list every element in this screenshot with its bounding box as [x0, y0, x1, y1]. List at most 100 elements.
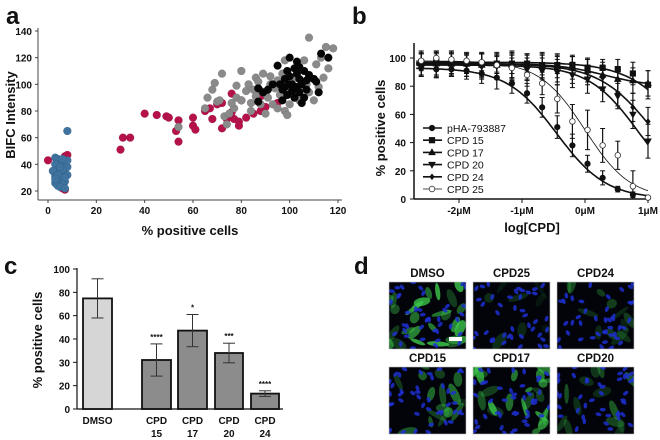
- nucleus: [461, 304, 466, 308]
- x-tick-label: 100: [281, 206, 298, 217]
- nucleus: [622, 367, 628, 372]
- nucleus: [620, 412, 626, 418]
- nucleus: [414, 390, 421, 394]
- scatter-point-blue: [60, 173, 70, 182]
- data-point-CPD 25: [478, 59, 485, 66]
- x-tick-label: -1μM: [510, 206, 533, 217]
- nucleus: [540, 282, 545, 289]
- scale-bar: [449, 337, 462, 341]
- nucleus: [399, 284, 405, 290]
- scatter-point-gray: [246, 106, 256, 116]
- data-point-CPD 17: [629, 76, 637, 84]
- nucleus: [608, 333, 615, 337]
- scatter-point-black: [285, 72, 294, 81]
- nucleus: [475, 297, 482, 302]
- data-point-CPD 25: [448, 56, 455, 63]
- nucleus: [543, 344, 550, 348]
- scatter-point-gray: [299, 56, 309, 65]
- nucleus: [473, 346, 477, 349]
- nucleus: [518, 294, 523, 301]
- data-point-CPD 25: [614, 152, 621, 159]
- nucleus: [613, 331, 617, 338]
- nucleus: [419, 312, 426, 317]
- scatter-point-blue: [58, 154, 67, 164]
- nucleus: [535, 375, 542, 380]
- nucleus: [509, 430, 515, 434]
- cell-cytoplasm: [536, 367, 550, 376]
- cell-cytoplasm: [439, 383, 447, 408]
- nucleus: [577, 337, 584, 342]
- nucleus: [511, 428, 518, 433]
- x-tick-label: 1μM: [638, 206, 658, 217]
- category-label: CPD: [182, 416, 203, 427]
- y-tick-label: 140: [15, 27, 32, 38]
- scatter-point-gray: [203, 93, 212, 102]
- nucleus: [479, 284, 486, 289]
- scatter-point-red: [164, 113, 174, 122]
- scatter-point-gray: [237, 96, 246, 105]
- nucleus: [583, 402, 588, 409]
- y-tick-label: 100: [53, 265, 70, 276]
- nucleus: [607, 325, 614, 330]
- nucleus: [571, 367, 578, 370]
- nucleus: [494, 410, 501, 415]
- data-point-CPD 25: [538, 80, 546, 87]
- nucleus: [418, 285, 424, 291]
- nucleus: [603, 421, 609, 426]
- scatter-point-gray: [328, 44, 338, 53]
- nucleus: [629, 300, 634, 306]
- nucleus: [436, 367, 443, 371]
- nucleus: [474, 424, 481, 430]
- nucleus: [459, 312, 465, 317]
- data-point-CPD 24: [630, 104, 636, 111]
- cell-cytoplasm: [517, 322, 527, 338]
- nucleus: [531, 401, 538, 406]
- cell-cytoplasm: [390, 304, 400, 315]
- y-tick-label: 80: [21, 107, 33, 118]
- data-point-pHA-793887: [539, 104, 546, 111]
- micrograph-CPD24: [557, 282, 634, 349]
- nucleus: [413, 306, 418, 313]
- category-label: CPD: [146, 416, 167, 427]
- cell-cytoplasm: [563, 419, 573, 434]
- y-tick-label: 0: [64, 405, 70, 416]
- cell-cytoplasm: [537, 418, 549, 430]
- nucleus: [486, 282, 491, 287]
- nucleus: [544, 315, 549, 322]
- scatter-panel-a: 20 40 60 80 100 120 140 0 20 40 60 80 100 120: [15, 27, 346, 217]
- nucleus: [595, 412, 602, 417]
- legend-marker: [428, 161, 436, 169]
- panel-a-xlabel: % positive cells: [142, 223, 239, 238]
- data-point-CPD 24: [584, 68, 591, 76]
- scatter-point-gray: [225, 109, 234, 118]
- fit-curve-CPD 25: [416, 60, 649, 192]
- nucleus: [563, 320, 569, 326]
- bar-panel-c: 0 20 30 40 60 80 100 DMSO **** CPD 15 * CPD 17 *** CPD 2…: [53, 265, 283, 440]
- nucleus: [501, 398, 508, 402]
- data-point-CPD 17: [644, 79, 652, 87]
- nucleus: [416, 308, 423, 312]
- scatter-point-black: [283, 90, 292, 100]
- cell-cytoplasm: [496, 282, 511, 293]
- scatter-point-black: [316, 49, 326, 58]
- nucleus: [474, 419, 479, 425]
- data-point-pHA-793887: [508, 80, 516, 87]
- nucleus: [599, 367, 606, 370]
- scatter-point-black: [297, 98, 306, 108]
- nucleus: [526, 391, 533, 397]
- nucleus: [428, 422, 435, 427]
- cell-cytoplasm: [458, 398, 466, 408]
- x-tick-label: 60: [187, 206, 199, 217]
- micrograph-CPD17: [473, 367, 550, 434]
- scatter-point-red: [241, 113, 251, 122]
- data-point-CPD 24: [599, 74, 606, 82]
- nucleus: [524, 422, 530, 427]
- y-tick-label: 100: [389, 54, 406, 65]
- data-point-CPD 25: [629, 183, 637, 190]
- y-tick-label: 100: [15, 80, 32, 91]
- nucleus: [631, 376, 634, 383]
- legend-marker: [428, 185, 436, 193]
- y-tick-label: 60: [59, 312, 71, 323]
- scatter-point-gray: [319, 73, 328, 82]
